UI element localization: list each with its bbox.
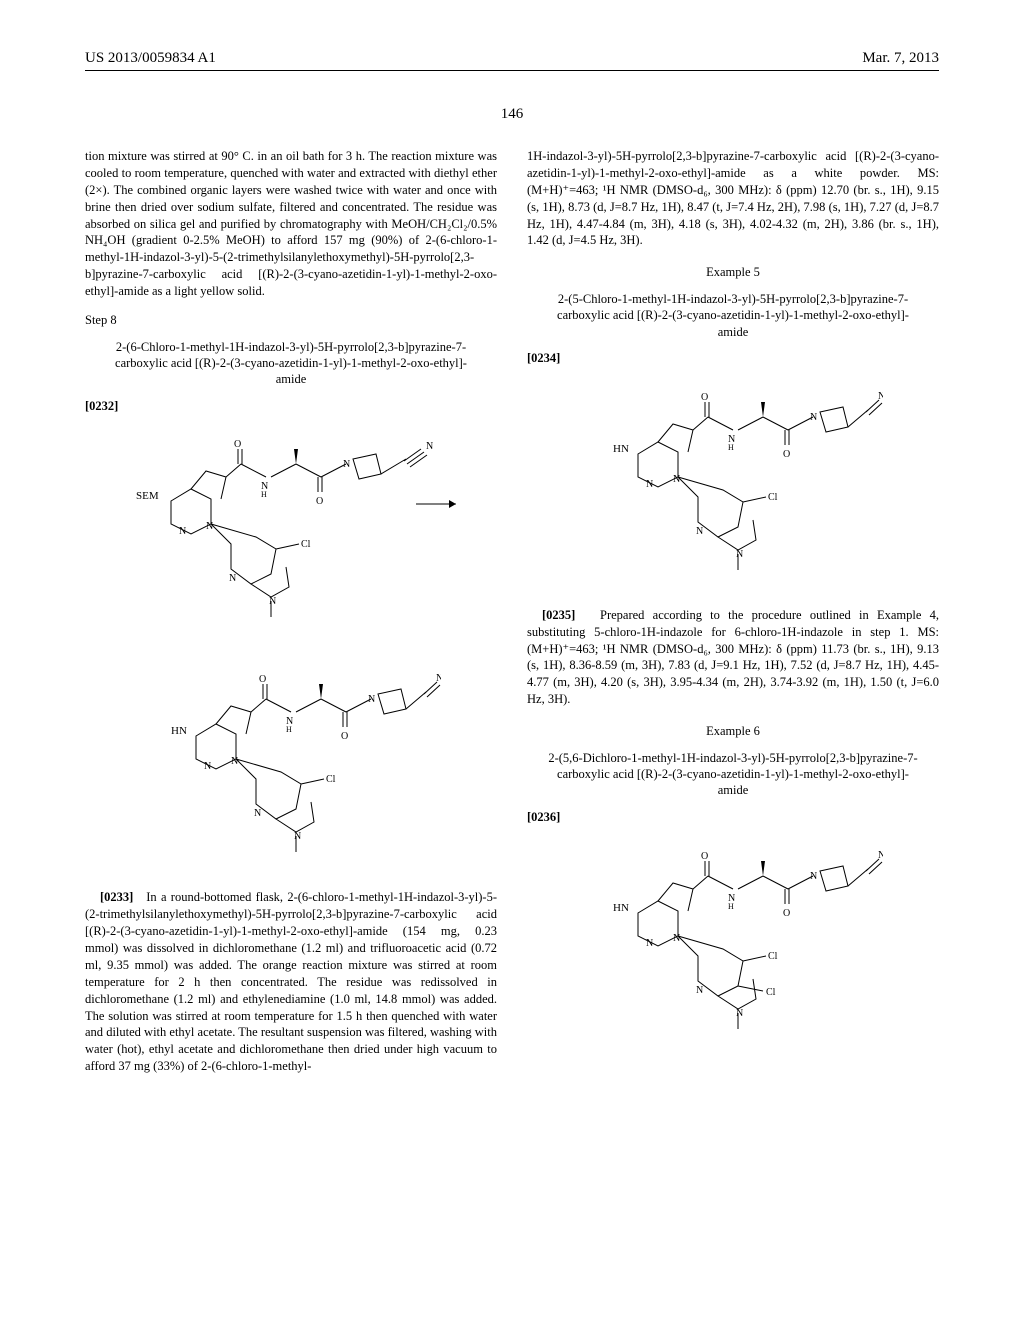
- svg-text:HN: HN: [613, 443, 629, 455]
- svg-text:N: N: [810, 412, 817, 423]
- svg-text:N: N: [294, 831, 301, 842]
- svg-text:N: N: [736, 1008, 743, 1019]
- svg-text:N: N: [269, 596, 276, 607]
- right-column: 1H-indazol-3-yl)-5H-pyrrolo[2,3-b]pyrazi…: [527, 148, 939, 1085]
- svg-text:N: N: [810, 871, 817, 882]
- svg-text:O: O: [316, 496, 323, 507]
- svg-text:N: N: [673, 933, 680, 944]
- paragraph-continuation-right: 1H-indazol-3-yl)-5H-pyrrolo[2,3-b]pyrazi…: [527, 148, 939, 249]
- svg-text:O: O: [783, 449, 790, 460]
- paragraph-0233: [0233] In a round-bottomed flask, 2-(6-c…: [85, 889, 497, 1075]
- chemical-structure-0232-bottom: HN N N O N H O: [85, 664, 497, 874]
- svg-text:Cl: Cl: [301, 539, 311, 550]
- svg-text:Cl: Cl: [766, 987, 776, 998]
- svg-text:O: O: [701, 851, 708, 862]
- chemical-structure-0234: HN N N O N H O: [527, 382, 939, 592]
- svg-text:N: N: [343, 459, 350, 470]
- svg-text:N: N: [206, 521, 213, 532]
- step-8-label: Step 8: [85, 312, 497, 329]
- svg-text:O: O: [259, 674, 266, 685]
- example-5-label: Example 5: [527, 264, 939, 281]
- paragraph-number-0233: [0233]: [100, 890, 133, 904]
- svg-text:N: N: [179, 526, 186, 537]
- paragraph-number-0236: [0236]: [527, 809, 939, 826]
- svg-text:O: O: [701, 392, 708, 403]
- svg-text:O: O: [234, 439, 241, 450]
- svg-text:N: N: [696, 526, 703, 537]
- paragraph-number-0235: [0235]: [542, 608, 575, 622]
- svg-text:O: O: [783, 908, 790, 919]
- svg-text:Cl: Cl: [326, 774, 336, 785]
- svg-text:N: N: [646, 938, 653, 949]
- svg-text:N: N: [231, 756, 238, 767]
- svg-text:N: N: [673, 474, 680, 485]
- paragraph-0233-text: In a round-bottomed flask, 2-(6-chloro-1…: [85, 890, 497, 1073]
- page-header: US 2013/0059834 A1 Mar. 7, 2013: [85, 50, 939, 67]
- svg-text:N: N: [736, 549, 743, 560]
- page-number: 146: [85, 106, 939, 123]
- paragraph-continuation: tion mixture was stirred at 90° C. in an…: [85, 148, 497, 300]
- svg-text:HN: HN: [613, 902, 629, 914]
- svg-text:N: N: [878, 391, 883, 402]
- svg-text:Cl: Cl: [768, 492, 778, 503]
- left-column: tion mixture was stirred at 90° C. in an…: [85, 148, 497, 1085]
- paragraph-0235-text: Prepared according to the procedure outl…: [527, 608, 939, 706]
- patent-number: US 2013/0059834 A1: [85, 50, 216, 67]
- svg-text:N: N: [426, 441, 433, 452]
- publication-date: Mar. 7, 2013: [862, 50, 939, 67]
- header-divider: [85, 70, 939, 71]
- svg-text:HN: HN: [171, 725, 187, 737]
- example-6-label: Example 6: [527, 723, 939, 740]
- svg-text:H: H: [728, 902, 734, 911]
- svg-text:SEM: SEM: [136, 490, 159, 502]
- svg-text:O: O: [341, 731, 348, 742]
- svg-text:N: N: [436, 673, 441, 684]
- svg-text:N: N: [696, 985, 703, 996]
- svg-text:N: N: [878, 850, 883, 861]
- chemical-structure-0236: HN N N O N H O: [527, 841, 939, 1051]
- step-8-compound-title: 2-(6-Chloro-1-methyl-1H-indazol-3-yl)-5H…: [85, 339, 497, 388]
- chemical-structure-0232-top: SEM N N O N H: [85, 429, 497, 649]
- paragraph-number-0234: [0234]: [527, 350, 939, 367]
- svg-text:N: N: [254, 808, 261, 819]
- example-6-compound-title: 2-(5,6-Dichloro-1-methyl-1H-indazol-3-yl…: [527, 750, 939, 799]
- svg-text:N: N: [204, 761, 211, 772]
- svg-text:Cl: Cl: [768, 951, 778, 962]
- svg-text:N: N: [646, 479, 653, 490]
- svg-text:H: H: [728, 443, 734, 452]
- paragraph-number-0232: [0232]: [85, 398, 497, 415]
- paragraph-0235: [0235] Prepared according to the procedu…: [527, 607, 939, 708]
- svg-text:H: H: [286, 725, 292, 734]
- svg-text:H: H: [261, 490, 267, 499]
- svg-text:N: N: [368, 694, 375, 705]
- example-5-compound-title: 2-(5-Chloro-1-methyl-1H-indazol-3-yl)-5H…: [527, 291, 939, 340]
- svg-text:N: N: [229, 573, 236, 584]
